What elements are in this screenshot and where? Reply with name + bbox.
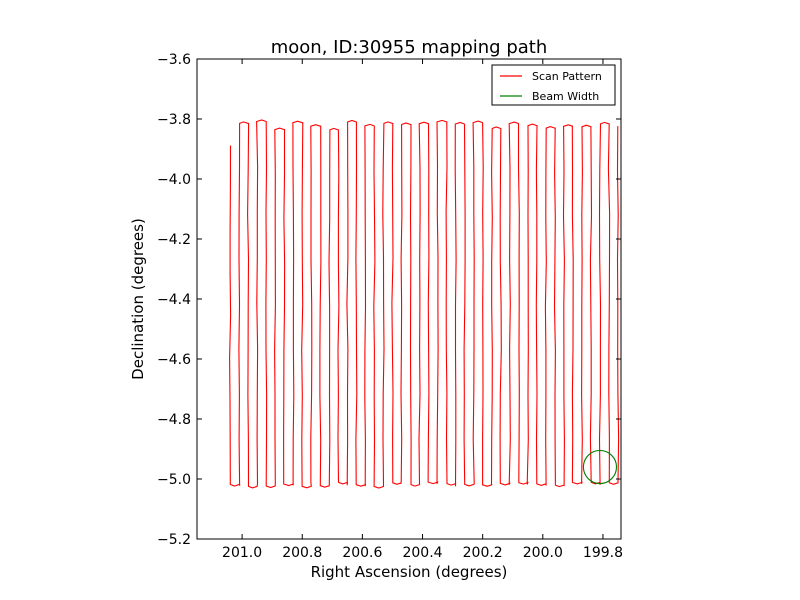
legend-entry: Scan Pattern bbox=[532, 70, 602, 83]
beam-width-circle bbox=[582, 449, 618, 485]
x-axis-label: Right Ascension (degrees) bbox=[311, 563, 508, 581]
x-tick-label: 200.8 bbox=[282, 545, 322, 561]
x-tick-label: 201.0 bbox=[222, 545, 262, 561]
chart-title: moon, ID:30955 mapping path bbox=[271, 37, 548, 58]
scan-pattern-line bbox=[229, 119, 620, 489]
y-tick-label: −3.6 bbox=[157, 52, 191, 68]
ticks-layer: 201.0 200.8 200.6 200.4 200.2 200.0 199.8 −3.6 −… bbox=[157, 52, 623, 561]
x-tick-label: 199.8 bbox=[583, 545, 623, 561]
y-tick-label: −4.4 bbox=[157, 292, 191, 308]
x-tick-label: 200.6 bbox=[342, 545, 382, 561]
x-tick-label: 200.4 bbox=[402, 545, 442, 561]
y-tick-label: −4.8 bbox=[157, 412, 191, 428]
legend-entry: Beam Width bbox=[532, 90, 599, 103]
y-axis-label: Declination (degrees) bbox=[129, 218, 147, 380]
plot-area bbox=[196, 58, 622, 540]
y-tick-label: −5.0 bbox=[157, 472, 191, 488]
y-tick-label: −4.6 bbox=[157, 352, 191, 368]
x-tick-label: 200.2 bbox=[463, 545, 503, 561]
y-tick-label: −5.2 bbox=[157, 532, 191, 548]
legend: Scan Pattern Beam Width bbox=[491, 64, 616, 106]
legend-box bbox=[491, 64, 616, 106]
series-layer bbox=[229, 119, 620, 489]
y-tick-label: −4.2 bbox=[157, 232, 191, 248]
y-tick-label: −3.8 bbox=[157, 112, 191, 128]
y-tick-label: −4.0 bbox=[157, 172, 191, 188]
x-tick-label: 200.0 bbox=[523, 545, 563, 561]
